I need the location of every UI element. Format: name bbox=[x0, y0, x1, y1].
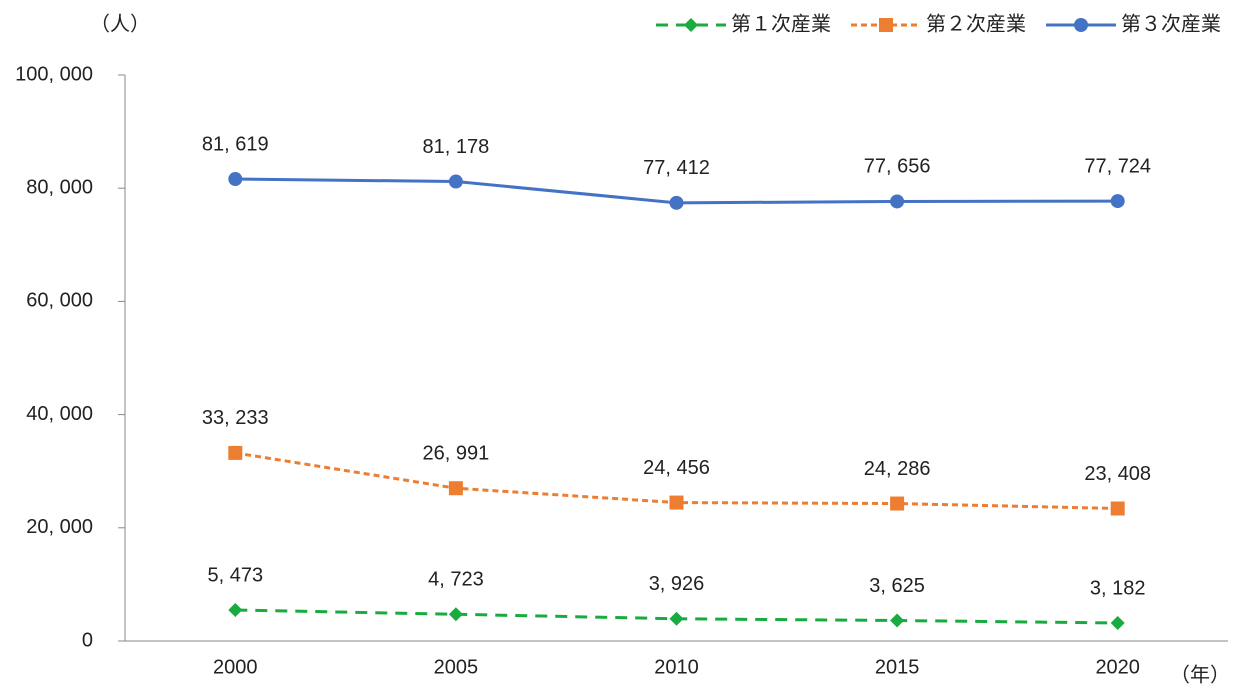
point bbox=[448, 174, 463, 189]
data-label: 3, 182 bbox=[1090, 577, 1146, 599]
data-label: 33, 233 bbox=[202, 407, 269, 429]
data-label: 81, 178 bbox=[423, 136, 490, 158]
point bbox=[1110, 615, 1125, 630]
point bbox=[228, 445, 243, 460]
y-tick-label: 0 bbox=[82, 629, 93, 651]
x-axis-label: （年） bbox=[1170, 663, 1230, 686]
data-label: 24, 456 bbox=[643, 457, 710, 479]
point bbox=[669, 611, 684, 626]
data-label: 24, 286 bbox=[864, 458, 931, 480]
point bbox=[228, 603, 243, 618]
data-label: 26, 991 bbox=[423, 443, 490, 465]
x-tick-label: 2005 bbox=[434, 656, 479, 678]
legend-marker bbox=[1074, 18, 1088, 32]
point bbox=[1110, 194, 1125, 209]
point bbox=[669, 495, 684, 510]
point bbox=[228, 172, 243, 187]
x-tick-label: 2000 bbox=[213, 656, 258, 678]
data-label: 3, 625 bbox=[869, 575, 925, 597]
x-tick-label: 2020 bbox=[1095, 656, 1140, 678]
data-label: 77, 724 bbox=[1084, 155, 1151, 177]
legend-label: 第１次産業 bbox=[731, 12, 831, 35]
point bbox=[890, 613, 905, 628]
point bbox=[890, 496, 905, 511]
legend-marker bbox=[879, 18, 893, 32]
data-label: 3, 926 bbox=[649, 573, 705, 595]
data-label: 5, 473 bbox=[207, 564, 263, 586]
legend-label: 第２次産業 bbox=[926, 12, 1026, 35]
data-label: 77, 412 bbox=[643, 157, 710, 179]
point bbox=[1110, 501, 1125, 516]
point bbox=[448, 607, 463, 622]
legend-marker bbox=[684, 18, 698, 32]
point bbox=[669, 195, 684, 210]
y-tick-label: 20, 000 bbox=[26, 516, 93, 538]
data-label: 81, 619 bbox=[202, 133, 269, 155]
y-tick-label: 80, 000 bbox=[26, 176, 93, 198]
y-tick-label: 60, 000 bbox=[26, 290, 93, 312]
legend-label: 第３次産業 bbox=[1121, 12, 1221, 35]
point bbox=[448, 481, 463, 496]
data-label: 4, 723 bbox=[428, 569, 484, 591]
x-tick-label: 2010 bbox=[654, 656, 699, 678]
y-tick-label: 100, 000 bbox=[15, 63, 93, 85]
y-axis-label: （人） bbox=[90, 12, 150, 35]
point bbox=[890, 194, 905, 209]
x-tick-label: 2015 bbox=[875, 656, 920, 678]
data-label: 23, 408 bbox=[1084, 463, 1151, 485]
y-tick-label: 40, 000 bbox=[26, 403, 93, 425]
data-label: 77, 656 bbox=[864, 156, 931, 178]
